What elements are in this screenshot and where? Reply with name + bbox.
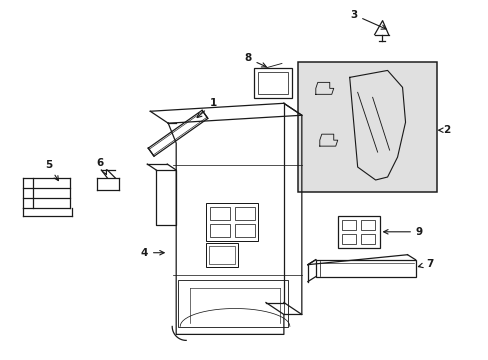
Bar	[205, 243, 238, 267]
Bar	[235, 207, 254, 220]
Text: 6: 6	[97, 158, 106, 175]
Bar	[205, 203, 258, 241]
Bar	[258, 72, 287, 94]
Bar	[178, 280, 287, 328]
Text: 5: 5	[45, 160, 58, 181]
Bar	[360, 220, 374, 230]
Bar	[253, 68, 291, 98]
Bar	[210, 207, 229, 220]
Bar	[297, 62, 437, 192]
Text: 4: 4	[141, 248, 164, 258]
Bar	[337, 216, 379, 248]
Bar	[341, 234, 355, 244]
Text: 3: 3	[349, 10, 385, 29]
Text: 8: 8	[244, 54, 266, 67]
Bar	[209, 246, 235, 264]
Text: 2: 2	[438, 125, 449, 135]
Bar	[341, 220, 355, 230]
Bar	[210, 224, 229, 237]
Text: 9: 9	[383, 227, 422, 237]
Bar	[360, 234, 374, 244]
Bar	[315, 260, 415, 276]
Bar	[235, 224, 254, 237]
Text: 7: 7	[418, 259, 432, 269]
Text: 1: 1	[197, 98, 216, 118]
